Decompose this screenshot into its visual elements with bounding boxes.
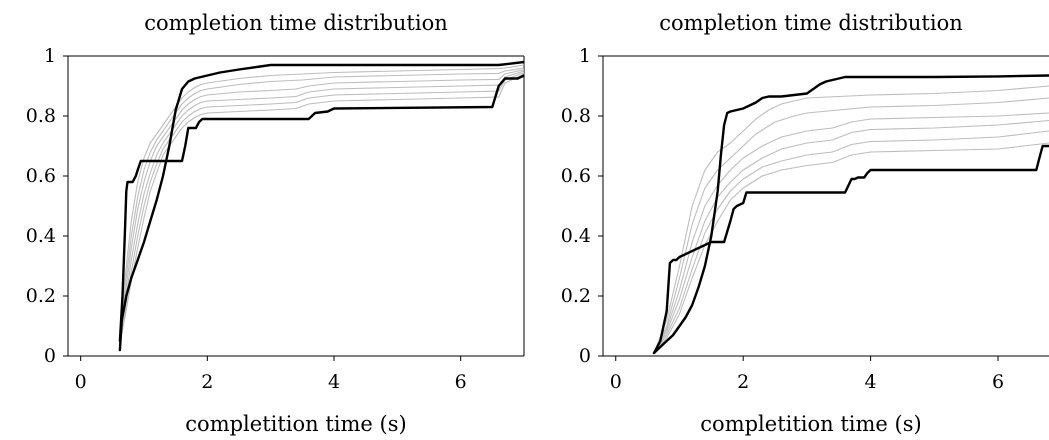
x-axis-label: completition time (s) [185, 412, 406, 436]
chart-2: 0 0.2 0.4 0.6 0.8 1 0 2 4 6 completion time distri… [561, 11, 1049, 436]
y-tick-label: 0 [44, 345, 56, 367]
x-axis-label: completition time (s) [700, 412, 921, 436]
series-line-5 [653, 112, 1049, 354]
chart-title: completion time distribution [144, 11, 448, 35]
y-tick-label: 0.6 [561, 165, 591, 187]
chart-1: 0 0.2 0.4 0.6 0.8 1 0 2 4 6 completion time distri… [26, 11, 525, 436]
x-tick-label: 6 [992, 371, 1004, 393]
x-tick-label: 2 [201, 371, 213, 393]
y-tick-label: 0.6 [26, 165, 56, 187]
x-tick-label: 4 [328, 371, 340, 393]
series-line-6 [653, 119, 1049, 354]
series-line-4 [653, 97, 1049, 354]
y-tick-label: 1 [44, 45, 56, 67]
series-line-5 [119, 68, 524, 345]
y-tick-label: 0.4 [26, 225, 56, 247]
series-line-7 [119, 71, 524, 345]
series-line-2 [118, 74, 524, 343]
series-line-1 [118, 60, 524, 352]
y-tick-label: 0.8 [561, 105, 591, 127]
y-tick-label: 0.2 [26, 285, 56, 307]
series-line-3 [653, 85, 1049, 354]
y-tick-label: 0.2 [561, 285, 591, 307]
series-line-8 [119, 73, 524, 345]
y-tick-label: 0.4 [561, 225, 591, 247]
y-tick-label: 0 [579, 345, 591, 367]
x-tick-label: 2 [737, 371, 749, 393]
x-tick-label: 6 [455, 371, 467, 393]
series-line-3 [119, 64, 524, 345]
series-line-7 [653, 130, 1049, 354]
series-line-4 [119, 67, 524, 345]
series-line-6 [119, 70, 524, 345]
x-tick-label: 0 [75, 371, 87, 393]
series-group [652, 74, 1049, 355]
y-tick-label: 1 [579, 45, 591, 67]
y-tick-label: 0.8 [26, 105, 56, 127]
series-line-1 [652, 74, 1049, 355]
x-tick-label: 4 [865, 371, 877, 393]
chart-title: completion time distribution [659, 11, 963, 35]
series-group [118, 60, 524, 352]
series-line-8 [653, 142, 1049, 354]
series-line-2 [652, 144, 1049, 355]
x-tick-label: 0 [610, 371, 622, 393]
